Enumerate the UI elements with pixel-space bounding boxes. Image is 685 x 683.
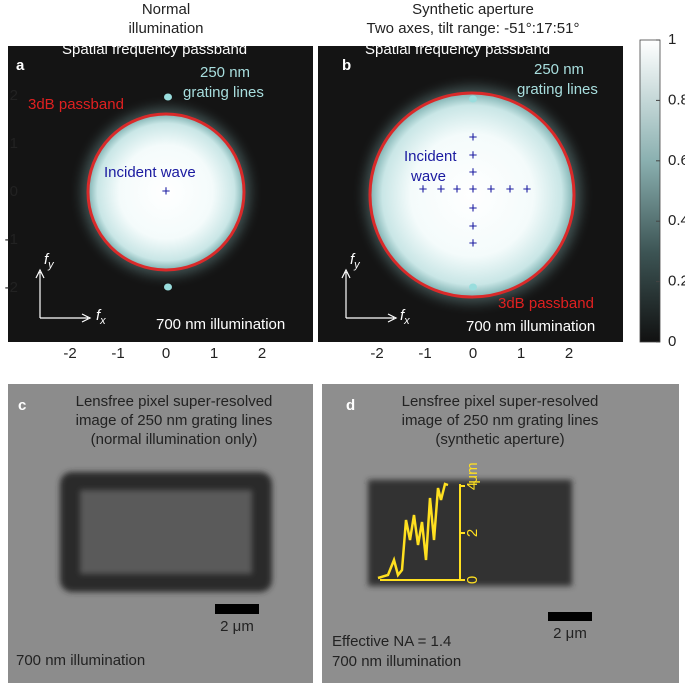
y-tick-label: 0 [10,183,18,200]
image-inner [80,490,252,574]
header: illumination [128,20,203,37]
axis-label: fy [44,251,55,271]
panel-a: Normal illumination + a Spatial frequenc… [8,1,313,342]
svg-text:+: + [469,235,478,252]
crosses: + + + + + + + +++ +++ [419,129,532,252]
svg-text:+: + [469,129,478,146]
panel-c: c Lensfree pixel super-resolved image of… [8,384,313,683]
x-tick-label: 1 [517,345,525,362]
grating-spot [469,283,477,291]
x-tick-label: 2 [565,345,573,362]
caption: Lensfree pixel super-resolved [402,393,599,410]
label: Incident [404,148,457,165]
axes-arrows [341,268,398,323]
caption: image of 250 nm grating lines [402,412,599,429]
header: Normal [142,1,190,18]
profile-unit: μm [464,462,481,483]
colorbar [639,39,661,343]
passband-disk [86,112,246,272]
profile-line [377,482,449,580]
label: wave [410,168,446,185]
y-tick-label: 2 [10,87,18,104]
x-tick-label: 2 [258,345,266,362]
x-tick-label: 0 [469,345,477,362]
svg-text:+: + [469,200,478,217]
svg-text:+: + [437,181,446,198]
panel-letter: d [346,397,355,414]
svg-text:+: + [523,181,532,198]
label: grating lines [183,84,264,101]
x-tick-label: -2 [63,345,76,362]
grating-spot [469,95,477,103]
passband-disk [368,91,576,299]
svg-text:+: + [487,181,496,198]
caption: image of 250 nm grating lines [76,412,273,429]
label: Incident wave [104,164,196,181]
y-tick-label: 1 [10,135,18,152]
label: grating lines [517,81,598,98]
colorbar-tick-label: 0.4 [668,212,685,229]
scale-bar [548,612,592,621]
label: 700 nm illumination [332,653,461,670]
y-tick-label: -1 [5,231,18,248]
label: 250 nm [534,61,584,78]
cross: + [162,183,171,200]
svg-text:+: + [469,147,478,164]
axis-label: fx [96,307,106,327]
label: 3dB passband [498,295,594,312]
grating-spot [164,283,172,291]
profile-tick-label: 2 [464,529,481,537]
label: Effective NA = 1.4 [332,633,451,650]
panel-b: Synthetic aperture Two axes, tilt range:… [318,1,623,342]
axes-arrows [35,268,92,323]
x-tick-label: -2 [370,345,383,362]
axis-label: fy [350,251,361,271]
label: 700 nm illumination [156,316,285,333]
axis-label: fx [400,307,410,327]
colorbar-tick-label: 1 [668,31,676,48]
caption: (normal illumination only) [91,431,258,448]
x-tick-label: 1 [210,345,218,362]
label: 250 nm [200,64,250,81]
x-tick-label: -1 [418,345,431,362]
svg-text:+: + [506,181,515,198]
x-tick-label: -1 [111,345,124,362]
colorbar-tick-label: 0.6 [668,152,685,169]
scale-bar [215,604,259,614]
svg-text:+: + [453,181,462,198]
colorbar-tick-label: 0.2 [668,273,685,290]
svg-text:+: + [469,218,478,235]
panel-letter: a [16,57,25,74]
svg-text:+: + [469,164,478,181]
x-tick-label: 0 [162,345,170,362]
svg-text:+: + [419,181,428,198]
title: Spatial frequency passband [365,41,550,58]
panel-letter: c [18,397,26,414]
label: 700 nm illumination [466,318,595,335]
title: Spatial frequency passband [62,41,247,58]
svg-text:+: + [469,181,478,198]
scale-label: 2 μm [553,625,587,642]
header: Two axes, tilt range: -51°:17:51° [367,20,580,37]
profile-tick-label: 0 [464,576,481,584]
caption: Lensfree pixel super-resolved [76,393,273,410]
panel-letter: b [342,57,351,74]
scale-label: 2 μm [220,618,254,635]
caption: (synthetic aperture) [435,431,564,448]
y-tick-label: -2 [5,279,18,296]
profile-tick-label: 4 [464,482,481,490]
label: 700 nm illumination [16,652,145,669]
grating-spot [164,93,172,101]
header: Synthetic aperture [412,1,534,18]
panel-d: d Lensfree pixel super-resolved image of… [322,384,679,683]
label: 3dB passband [28,96,124,113]
colorbar-tick-label: 0 [668,333,676,350]
colorbar-tick-label: 0.8 [668,91,685,108]
